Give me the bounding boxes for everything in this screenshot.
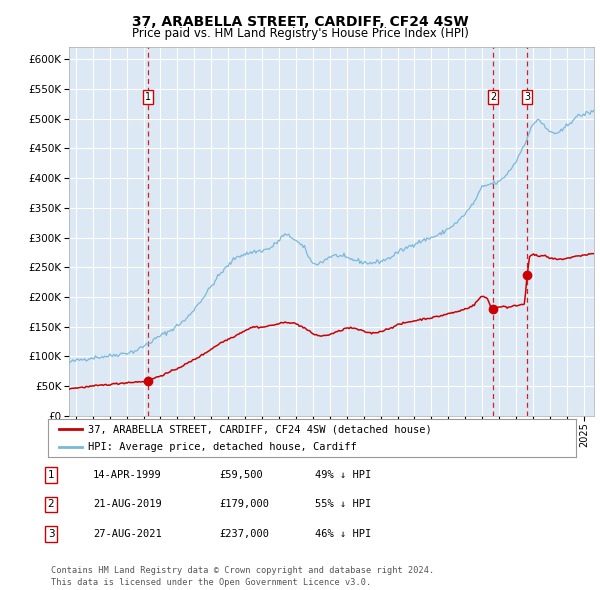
Text: 21-AUG-2019: 21-AUG-2019 <box>93 500 162 509</box>
Text: 27-AUG-2021: 27-AUG-2021 <box>93 529 162 539</box>
Text: Contains HM Land Registry data © Crown copyright and database right 2024.
This d: Contains HM Land Registry data © Crown c… <box>51 566 434 587</box>
Text: 3: 3 <box>524 92 530 102</box>
Text: 49% ↓ HPI: 49% ↓ HPI <box>315 470 371 480</box>
Text: £179,000: £179,000 <box>219 500 269 509</box>
Text: 1: 1 <box>145 92 151 102</box>
Text: Price paid vs. HM Land Registry's House Price Index (HPI): Price paid vs. HM Land Registry's House … <box>131 27 469 40</box>
Text: £59,500: £59,500 <box>219 470 263 480</box>
Text: 37, ARABELLA STREET, CARDIFF, CF24 4SW: 37, ARABELLA STREET, CARDIFF, CF24 4SW <box>131 15 469 29</box>
Text: HPI: Average price, detached house, Cardiff: HPI: Average price, detached house, Card… <box>88 442 356 452</box>
Text: 2: 2 <box>47 500 55 509</box>
Text: £237,000: £237,000 <box>219 529 269 539</box>
Text: 46% ↓ HPI: 46% ↓ HPI <box>315 529 371 539</box>
Text: 3: 3 <box>47 529 55 539</box>
Text: 1: 1 <box>47 470 55 480</box>
Text: 55% ↓ HPI: 55% ↓ HPI <box>315 500 371 509</box>
Text: 37, ARABELLA STREET, CARDIFF, CF24 4SW (detached house): 37, ARABELLA STREET, CARDIFF, CF24 4SW (… <box>88 424 431 434</box>
Text: 14-APR-1999: 14-APR-1999 <box>93 470 162 480</box>
Text: 2: 2 <box>490 92 496 102</box>
